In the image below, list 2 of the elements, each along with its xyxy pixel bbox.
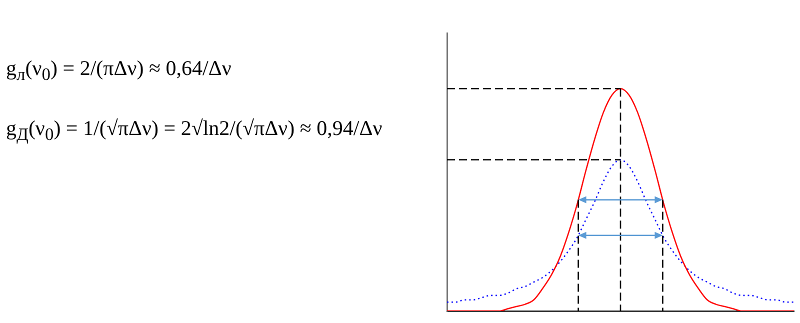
text: g$_{л}$(ν$_{0}$) = 2/(πΔν) ≈ 0,64/Δν xyxy=(6,56,232,84)
text: g$_{Д}$(ν$_{0}$) = 1/(√πΔν) = 2√ln2/(√πΔν) ≈ 0,94/Δν xyxy=(6,116,384,144)
